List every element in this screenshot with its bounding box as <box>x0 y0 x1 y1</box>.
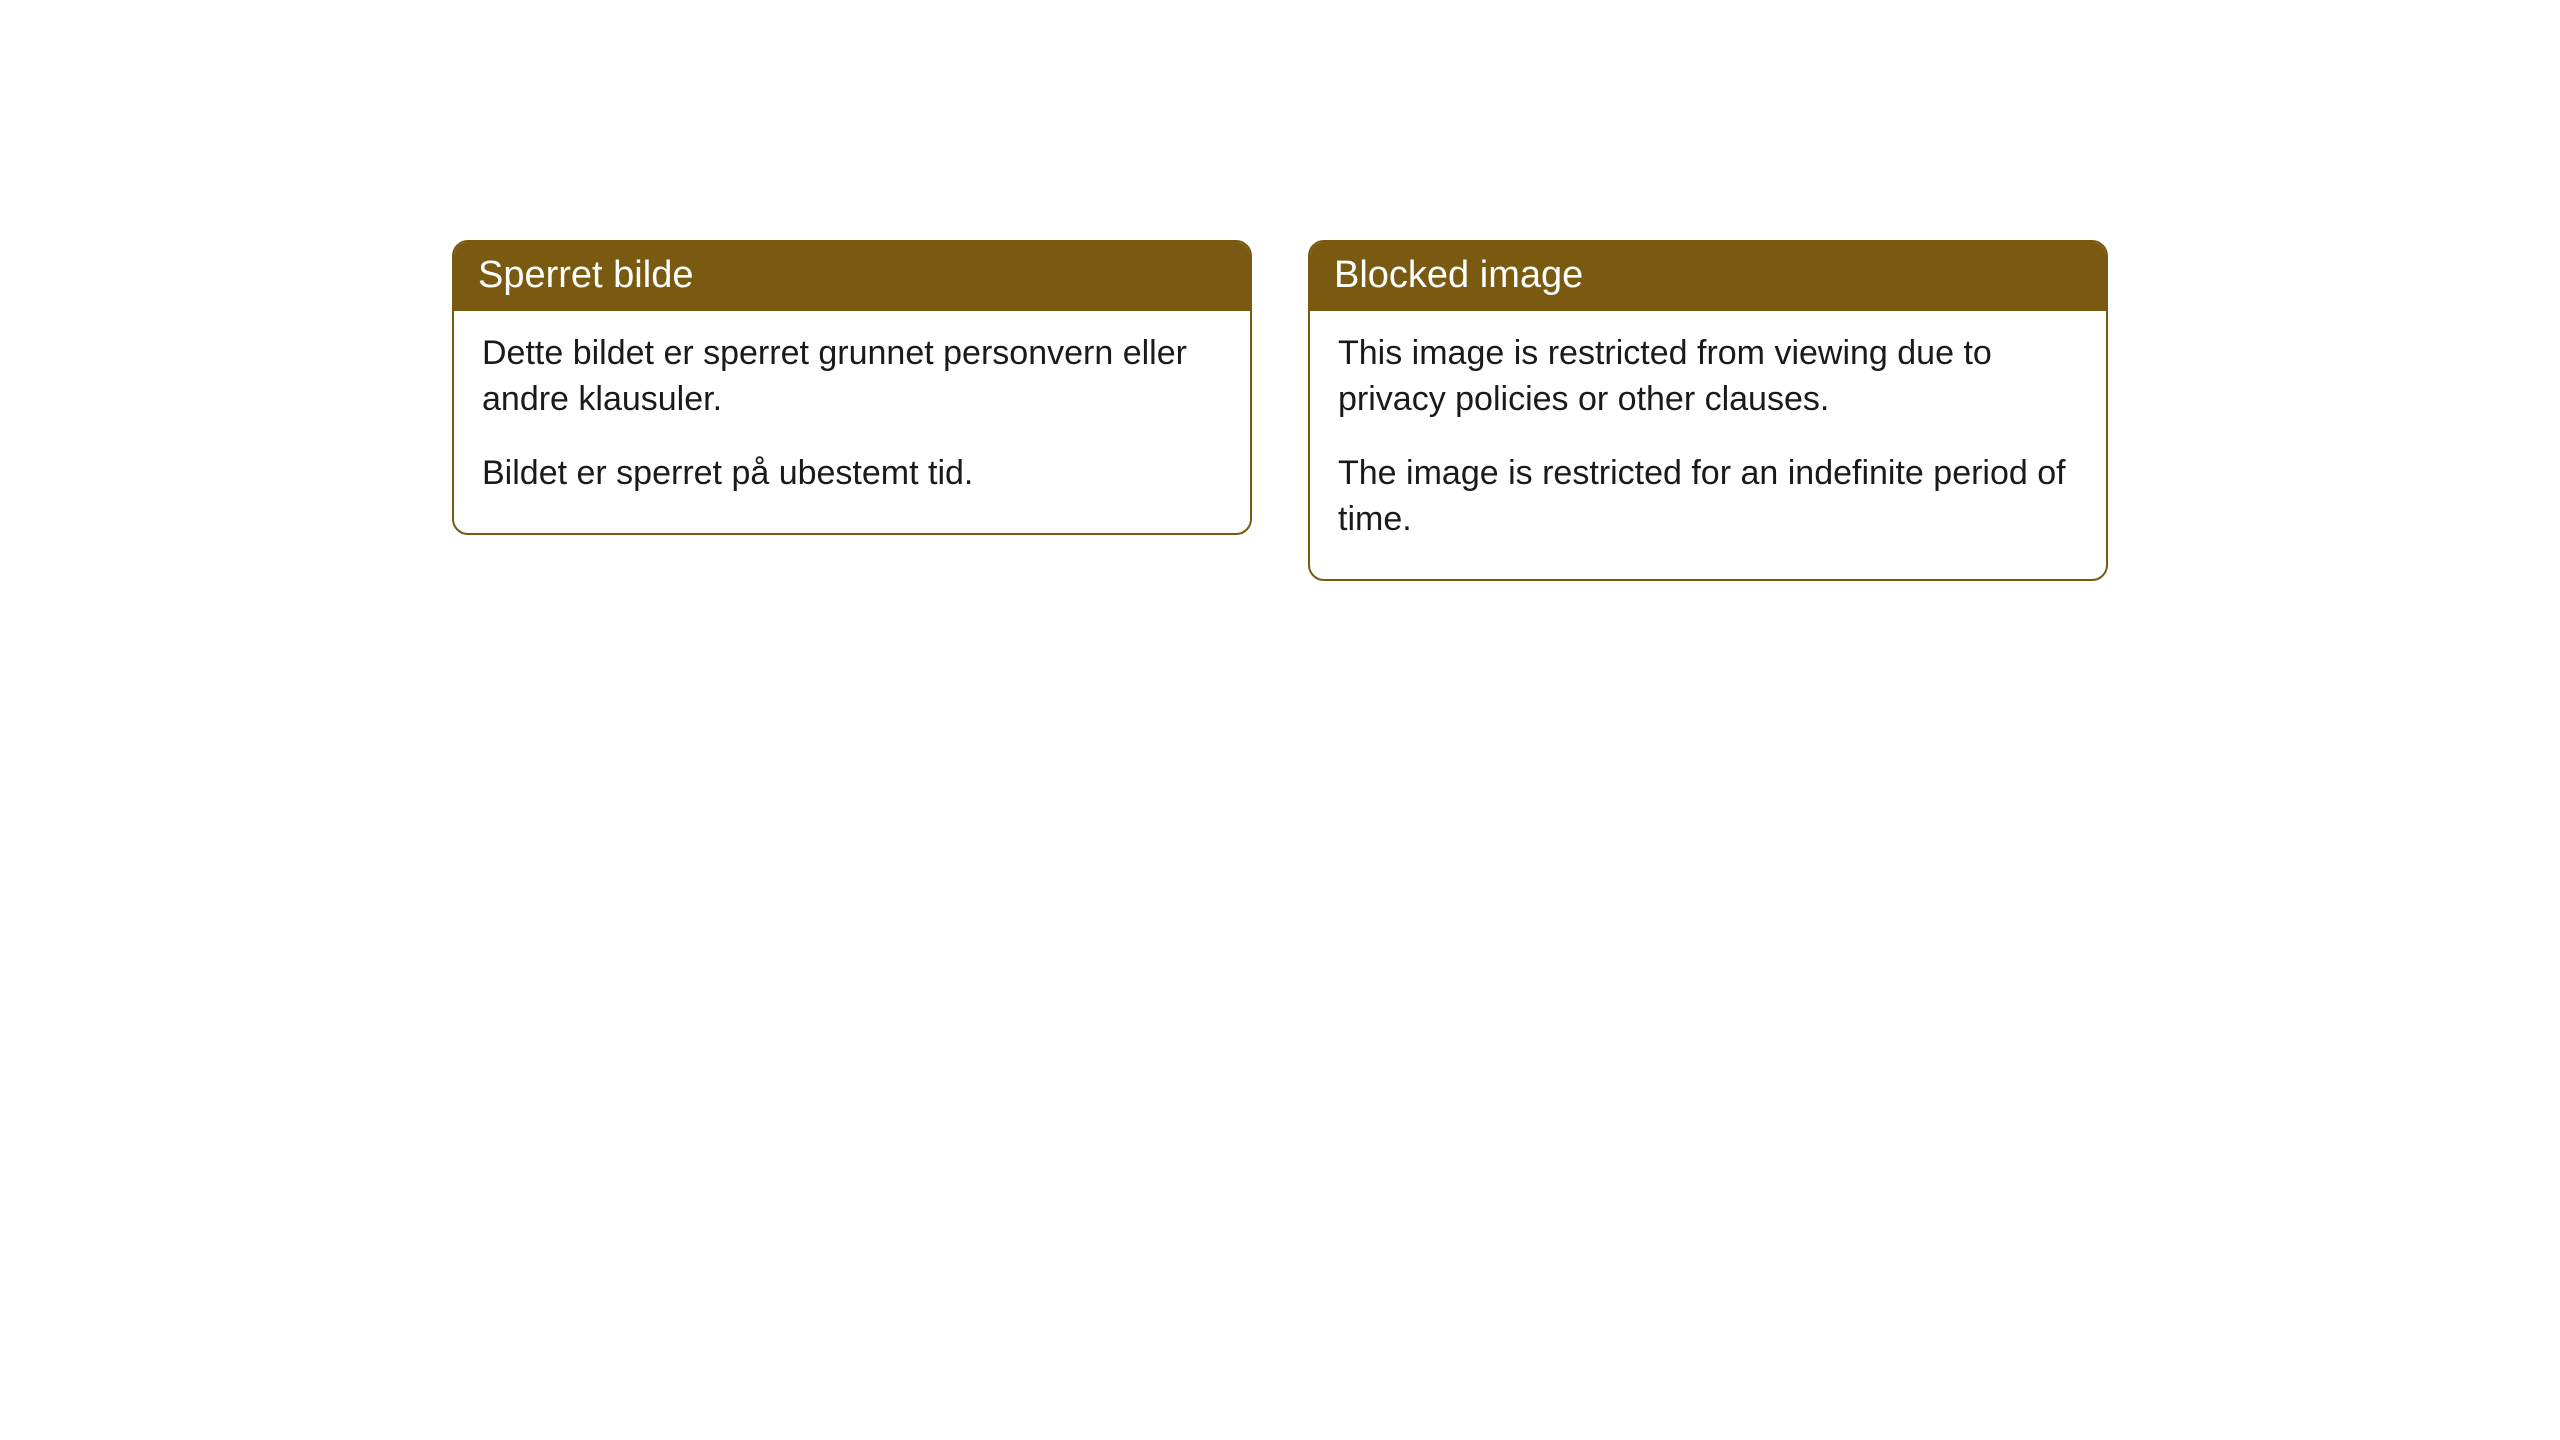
card-paragraph-2-en: The image is restricted for an indefinit… <box>1338 451 2078 543</box>
card-paragraph-1-en: This image is restricted from viewing du… <box>1338 331 2078 423</box>
blocked-image-card-en: Blocked image This image is restricted f… <box>1308 240 2108 581</box>
card-body-en: This image is restricted from viewing du… <box>1310 311 2106 579</box>
card-paragraph-1-no: Dette bildet er sperret grunnet personve… <box>482 331 1222 423</box>
card-header-en: Blocked image <box>1310 242 2106 311</box>
blocked-image-card-no: Sperret bilde Dette bildet er sperret gr… <box>452 240 1252 535</box>
card-paragraph-2-no: Bildet er sperret på ubestemt tid. <box>482 451 1222 497</box>
card-header-no: Sperret bilde <box>454 242 1250 311</box>
card-body-no: Dette bildet er sperret grunnet personve… <box>454 311 1250 533</box>
